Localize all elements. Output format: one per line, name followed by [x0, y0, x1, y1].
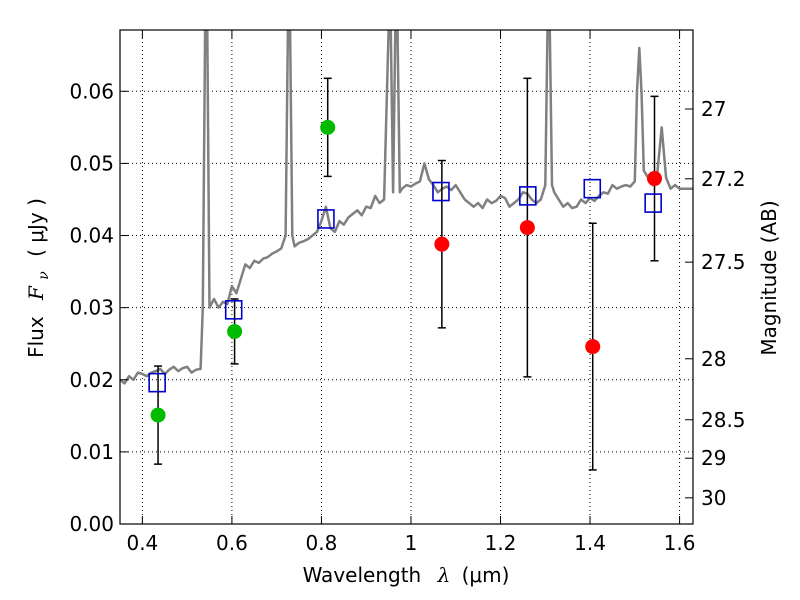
mag-tick-label: 27.5 [701, 250, 746, 274]
observed-flux-marker [585, 339, 601, 355]
model-photometry-marker [519, 186, 537, 206]
mag-tick-label: 29 [701, 446, 726, 470]
model-photometry-marker [644, 193, 662, 213]
x-tick-label: 1 [405, 531, 418, 555]
model-spectrum-layer [120, 30, 693, 385]
mag-tick-label: 30 [701, 486, 726, 510]
x-tick-label: 0.6 [216, 531, 248, 555]
x-tick-label: 1.6 [664, 531, 696, 555]
model-photometry-marker [224, 300, 243, 320]
model-photometry-marker [317, 209, 335, 229]
observed-flux-marker [434, 236, 450, 252]
model-photometry-marker [583, 178, 602, 199]
x-tick-label: 1.4 [574, 531, 606, 555]
x-tick-label: 0.4 [126, 531, 158, 555]
observed-flux-marker [227, 323, 243, 339]
mag-tick-label: 27 [701, 97, 726, 121]
y-tick-label: 0.00 [69, 512, 114, 536]
y-tick-label: 0.05 [69, 151, 114, 175]
x-axis-label: Wavelength λ (μm) [303, 563, 510, 587]
y-axis-label-units: ( μJy ) [24, 198, 48, 257]
x-axis-label-units: (μm) [462, 563, 510, 587]
y-tick-label: 0.03 [69, 296, 114, 320]
x-tick-label: 0.8 [306, 531, 338, 555]
x-axis-label-main: Wavelength [303, 563, 422, 587]
model-photometry-marker [432, 181, 450, 202]
model-spectrum-line [120, 30, 693, 385]
y-axis-label: Flux F ν ( μJy ) [24, 198, 53, 358]
y-tick-label: 0.04 [69, 224, 114, 248]
markers [148, 119, 663, 423]
y-tick-label: 0.06 [69, 79, 114, 103]
y-axis-label-subscript: ν [36, 271, 52, 280]
y-axis-label-symbol: F [24, 285, 48, 301]
mag-tick-label: 27.2 [701, 167, 746, 191]
mag-tick-label: 28 [701, 347, 726, 371]
y-axis-label-main: Flux [24, 316, 48, 358]
observed-flux-marker [647, 171, 663, 187]
observed-flux-marker [320, 119, 336, 135]
x-axis-label-symbol: λ [437, 563, 451, 587]
plot-frame [119, 29, 694, 525]
y2-axis-label: Magnitude (AB) [757, 200, 781, 355]
axis-ticks [120, 30, 693, 525]
x-tick-label: 1.2 [485, 531, 517, 555]
y-tick-label: 0.02 [69, 368, 114, 392]
mag-tick-label: 28.5 [701, 408, 746, 432]
observed-flux-marker [519, 220, 535, 236]
model-photometry-marker [148, 372, 166, 393]
observed-flux-marker [150, 407, 166, 423]
y-tick-label: 0.01 [69, 440, 114, 464]
